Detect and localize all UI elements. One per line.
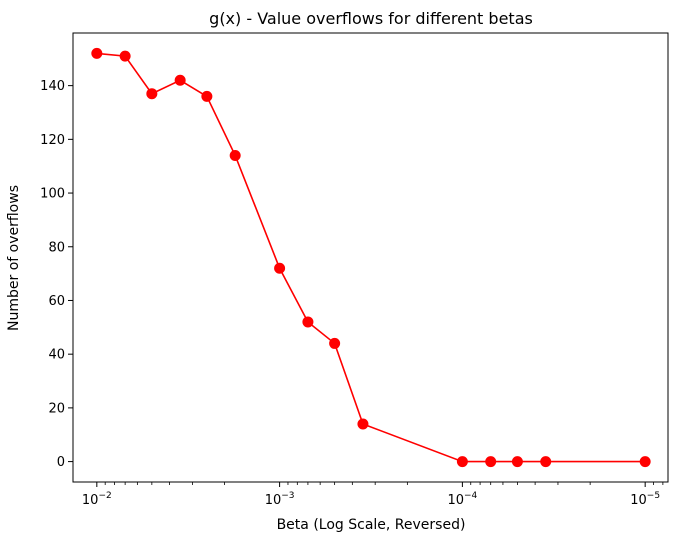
x-axis-ticks: 10−2 10−3 10−4 10−5 <box>82 482 664 508</box>
x-tick-label: 10−3 <box>265 491 295 508</box>
data-point <box>119 50 131 62</box>
y-tick-label: 140 <box>40 79 65 94</box>
x-tick-label-exponent: −3 <box>281 491 294 501</box>
y-tick-label: 80 <box>48 240 65 255</box>
chart-title: g(x) - Value overflows for different bet… <box>209 9 533 28</box>
data-point <box>146 88 158 100</box>
x-tick-label-base: 10 <box>447 493 464 508</box>
x-tick-label-base: 10 <box>265 493 282 508</box>
series-layer <box>91 47 651 468</box>
data-point <box>229 149 241 161</box>
y-tick-label: 20 <box>48 401 65 416</box>
y-tick-label: 120 <box>40 133 65 148</box>
plot-frame <box>72 32 669 483</box>
y-tick-label: 60 <box>48 294 65 309</box>
y-axis-ticks: 0 20 40 60 80 100 120 140 <box>40 79 73 470</box>
data-point <box>357 418 369 430</box>
data-point <box>201 90 213 102</box>
data-point <box>91 47 103 59</box>
x-tick-label: 10−4 <box>447 491 477 508</box>
data-point <box>485 456 497 468</box>
y-tick-label: 40 <box>48 348 65 363</box>
data-point <box>302 316 314 328</box>
x-tick-label-base: 10 <box>82 493 99 508</box>
data-point <box>274 262 286 274</box>
data-point <box>329 337 341 349</box>
data-point <box>540 456 552 468</box>
data-point <box>174 74 186 86</box>
x-axis-label: Beta (Log Scale, Reversed) <box>277 517 466 533</box>
x-tick-label: 10−5 <box>630 491 660 508</box>
x-tick-label-exponent: −4 <box>464 491 478 501</box>
x-tick-label: 10−2 <box>82 491 112 508</box>
y-tick-label: 100 <box>40 187 65 202</box>
y-axis-label: Number of overflows <box>6 185 22 331</box>
data-point <box>456 456 468 468</box>
series-line <box>96 52 646 463</box>
x-tick-label-exponent: −5 <box>647 491 660 501</box>
y-tick-label: 0 <box>57 455 65 470</box>
data-point <box>639 456 651 468</box>
x-tick-label-exponent: −2 <box>98 491 111 501</box>
x-tick-label-base: 10 <box>630 493 647 508</box>
plot-area <box>72 32 669 483</box>
data-point <box>511 456 523 468</box>
